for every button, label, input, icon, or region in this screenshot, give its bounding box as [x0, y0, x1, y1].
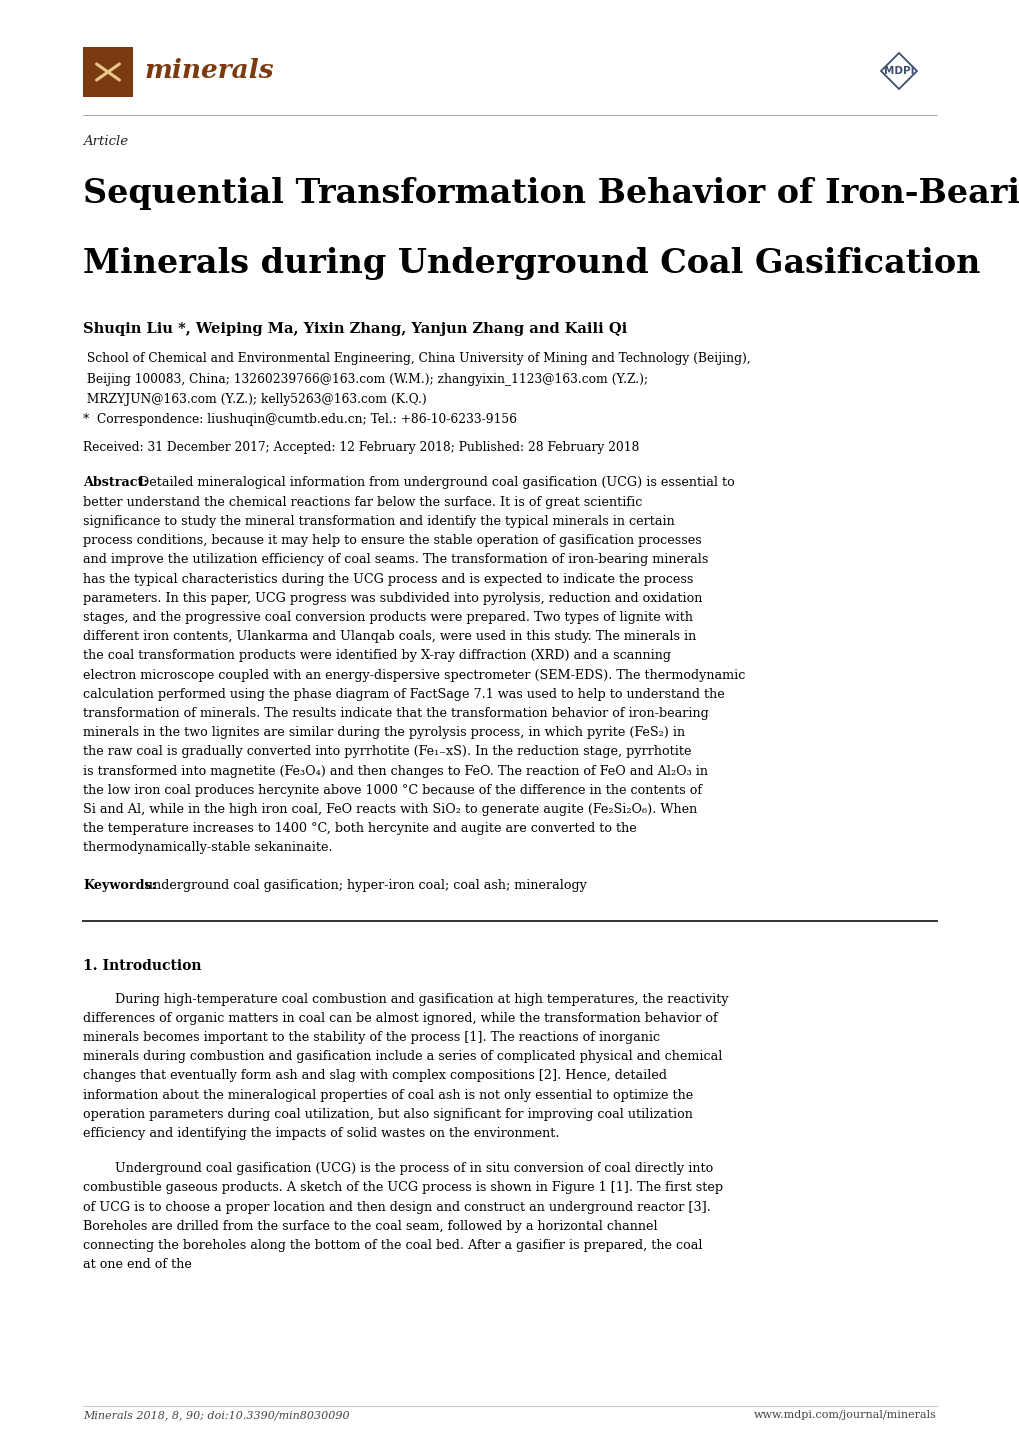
Text: connecting the boreholes along the bottom of the coal bed. After a gasifier is p: connecting the boreholes along the botto…: [83, 1239, 702, 1252]
Text: the temperature increases to 1400 °C, both hercynite and augite are converted to: the temperature increases to 1400 °C, bo…: [83, 822, 636, 835]
Text: electron microscope coupled with an energy-dispersive spectrometer (SEM-EDS). Th: electron microscope coupled with an ener…: [83, 669, 745, 682]
Text: Underground coal gasification (UCG) is the process of in situ conversion of coal: Underground coal gasification (UCG) is t…: [115, 1162, 712, 1175]
Text: Shuqin Liu *, Weiping Ma, Yixin Zhang, Yanjun Zhang and Kaili Qi: Shuqin Liu *, Weiping Ma, Yixin Zhang, Y…: [83, 322, 627, 336]
Text: Detailed mineralogical information from underground coal gasification (UCG) is e: Detailed mineralogical information from …: [139, 476, 734, 489]
Text: Sequential Transformation Behavior of Iron-Bearing: Sequential Transformation Behavior of Ir…: [83, 177, 1019, 211]
Text: underground coal gasification; hyper-iron coal; coal ash; mineralogy: underground coal gasification; hyper-iro…: [145, 878, 586, 891]
Text: combustible gaseous products. A sketch of the UCG process is shown in Figure 1 [: combustible gaseous products. A sketch o…: [83, 1181, 722, 1194]
Text: significance to study the mineral transformation and identify the typical minera: significance to study the mineral transf…: [83, 515, 675, 528]
Text: Boreholes are drilled from the surface to the coal seam, followed by a horizonta: Boreholes are drilled from the surface t…: [83, 1220, 657, 1233]
Text: calculation performed using the phase diagram of FactSage 7.1 was used to help t: calculation performed using the phase di…: [83, 688, 725, 701]
Text: information about the mineralogical properties of coal ash is not only essential: information about the mineralogical prop…: [83, 1089, 693, 1102]
Text: Minerals 2018, 8, 90; doi:10.3390/min8030090: Minerals 2018, 8, 90; doi:10.3390/min803…: [83, 1410, 350, 1420]
Text: *  Correspondence: liushuqin@cumtb.edu.cn; Tel.: +86-10-6233-9156: * Correspondence: liushuqin@cumtb.edu.cn…: [83, 414, 517, 427]
Text: parameters. In this paper, UCG progress was subdivided into pyrolysis, reduction: parameters. In this paper, UCG progress …: [83, 591, 702, 604]
Text: Abstract:: Abstract:: [83, 476, 148, 489]
Text: better understand the chemical reactions far below the surface. It is of great s: better understand the chemical reactions…: [83, 496, 642, 509]
Text: minerals in the two lignites are similar during the pyrolysis process, in which : minerals in the two lignites are similar…: [83, 727, 685, 740]
Text: the low iron coal produces hercynite above 1000 °C because of the difference in : the low iron coal produces hercynite abo…: [83, 783, 701, 796]
Text: During high-temperature coal combustion and gasification at high temperatures, t: During high-temperature coal combustion …: [115, 992, 728, 1005]
Text: www.mdpi.com/journal/minerals: www.mdpi.com/journal/minerals: [753, 1410, 936, 1420]
Text: stages, and the progressive coal conversion products were prepared. Two types of: stages, and the progressive coal convers…: [83, 611, 692, 624]
Text: the coal transformation products were identified by X-ray diffraction (XRD) and : the coal transformation products were id…: [83, 649, 671, 662]
Text: Article: Article: [83, 136, 128, 149]
Text: transformation of minerals. The results indicate that the transformation behavio: transformation of minerals. The results …: [83, 707, 708, 720]
Text: Minerals during Underground Coal Gasification: Minerals during Underground Coal Gasific…: [83, 247, 979, 280]
Text: the raw coal is gradually converted into pyrrhotite (Fe₁₋xS). In the reduction s: the raw coal is gradually converted into…: [83, 746, 691, 758]
Text: minerals during combustion and gasification include a series of complicated phys: minerals during combustion and gasificat…: [83, 1050, 721, 1063]
Text: Beijing 100083, China; 13260239766@163.com (W.M.); zhangyixin_1123@163.com (Y.Z.: Beijing 100083, China; 13260239766@163.c…: [83, 372, 647, 385]
Text: efficiency and identifying the impacts of solid wastes on the environment.: efficiency and identifying the impacts o…: [83, 1126, 559, 1139]
FancyBboxPatch shape: [83, 48, 132, 97]
Text: MDPI: MDPI: [882, 66, 913, 76]
Text: minerals: minerals: [145, 59, 274, 84]
Text: changes that eventually form ash and slag with complex compositions [2]. Hence, : changes that eventually form ash and sla…: [83, 1070, 666, 1083]
Text: and improve the utilization efficiency of coal seams. The transformation of iron: and improve the utilization efficiency o…: [83, 554, 707, 567]
Text: differences of organic matters in coal can be almost ignored, while the transfor: differences of organic matters in coal c…: [83, 1012, 717, 1025]
Polygon shape: [880, 53, 916, 89]
Text: of UCG is to choose a proper location and then design and construct an undergrou: of UCG is to choose a proper location an…: [83, 1201, 710, 1214]
Text: Received: 31 December 2017; Accepted: 12 February 2018; Published: 28 February 2: Received: 31 December 2017; Accepted: 12…: [83, 441, 639, 454]
Text: Si and Al, while in the high iron coal, FeO reacts with SiO₂ to generate augite : Si and Al, while in the high iron coal, …: [83, 803, 697, 816]
Text: different iron contents, Ulankarma and Ulanqab coals, were used in this study. T: different iron contents, Ulankarma and U…: [83, 630, 696, 643]
Text: is transformed into magnetite (Fe₃O₄) and then changes to FeO. The reaction of F: is transformed into magnetite (Fe₃O₄) an…: [83, 764, 707, 777]
Text: operation parameters during coal utilization, but also significant for improving: operation parameters during coal utiliza…: [83, 1107, 692, 1120]
Text: Keywords:: Keywords:: [83, 878, 156, 891]
Text: minerals becomes important to the stability of the process [1]. The reactions of: minerals becomes important to the stabil…: [83, 1031, 659, 1044]
Text: School of Chemical and Environmental Engineering, China University of Mining and: School of Chemical and Environmental Eng…: [83, 352, 750, 365]
Text: process conditions, because it may help to ensure the stable operation of gasifi: process conditions, because it may help …: [83, 534, 701, 547]
Text: has the typical characteristics during the UCG process and is expected to indica: has the typical characteristics during t…: [83, 572, 693, 585]
Text: at one end of the: at one end of the: [83, 1257, 192, 1270]
Text: thermodynamically-stable sekaninaite.: thermodynamically-stable sekaninaite.: [83, 841, 332, 854]
Text: 1. Introduction: 1. Introduction: [83, 959, 202, 972]
Text: MRZYJUN@163.com (Y.Z.); kelly5263@163.com (K.Q.): MRZYJUN@163.com (Y.Z.); kelly5263@163.co…: [83, 394, 426, 407]
